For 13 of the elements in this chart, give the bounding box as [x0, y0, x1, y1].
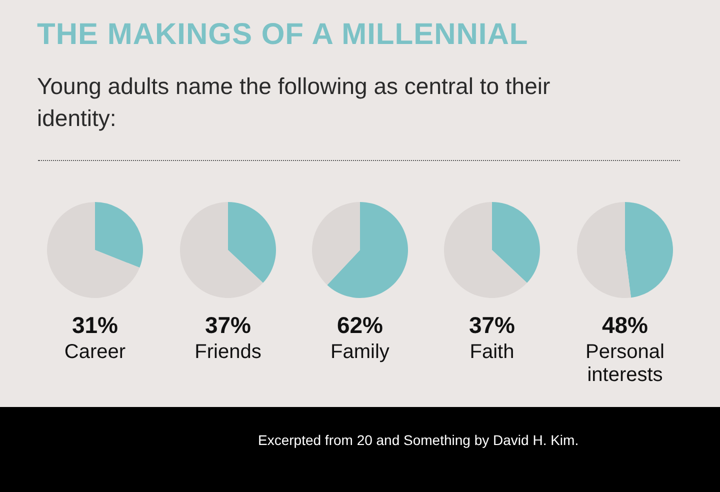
- text: THE MAKINGS OF A MILLENNIAL: [37, 18, 528, 52]
- text: Faith: [468, 341, 516, 364]
- text: Excerpted from 20 and Something by David H. Kim.: [258, 432, 580, 448]
- text: 37%: [204, 312, 252, 339]
- text: 62%: [336, 312, 384, 339]
- text: Personal interests: [584, 341, 666, 387]
- text: 37%: [468, 312, 516, 339]
- text: 31%: [70, 312, 120, 339]
- text: Young adults name the following as central to their identity:: [37, 72, 552, 133]
- text: Career: [63, 341, 127, 364]
- text: 48%: [600, 312, 650, 339]
- text: Friends: [194, 341, 262, 364]
- text: Family: [330, 341, 390, 364]
